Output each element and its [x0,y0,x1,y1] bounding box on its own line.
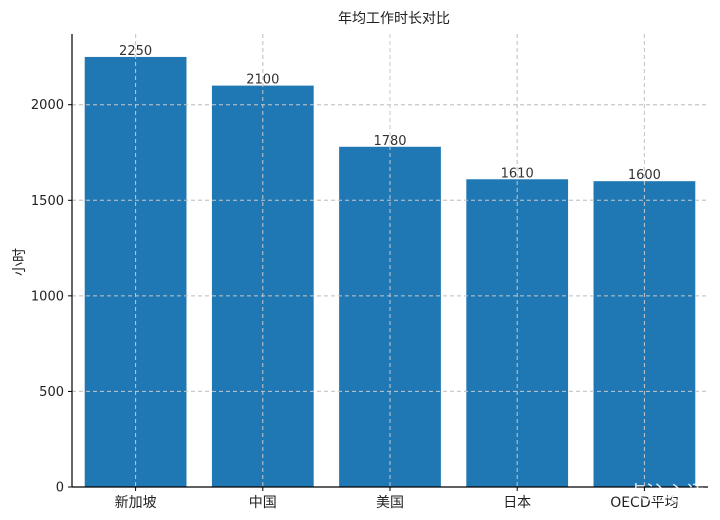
y-tick-label-500: 500 [39,385,64,400]
data-label-1: 2100 [246,73,279,88]
data-label-3: 1610 [501,166,534,181]
watermark-text: 一点沁心语 [606,481,706,505]
x-tick-label-0: 新加坡 [115,495,157,511]
y-tick-label-1500: 1500 [31,194,64,209]
y-tick-label-1000: 1000 [31,289,64,304]
y-axis-label: 小时 [12,248,28,276]
chart-title: 年均工作时长对比 [338,11,450,27]
x-tick-label-1: 中国 [249,495,277,511]
axes-layer: 0 500 1000 1500 2000 新加坡 中国 美国 日本 OECD平均 [31,34,708,511]
x-tick-label-4: OECD平均 [610,495,678,511]
y-tick-label-2000: 2000 [31,98,64,113]
y-tick-label-0: 0 [56,481,64,496]
x-tick-label-2: 美国 [376,495,404,511]
x-tick-label-3: 日本 [503,495,531,511]
